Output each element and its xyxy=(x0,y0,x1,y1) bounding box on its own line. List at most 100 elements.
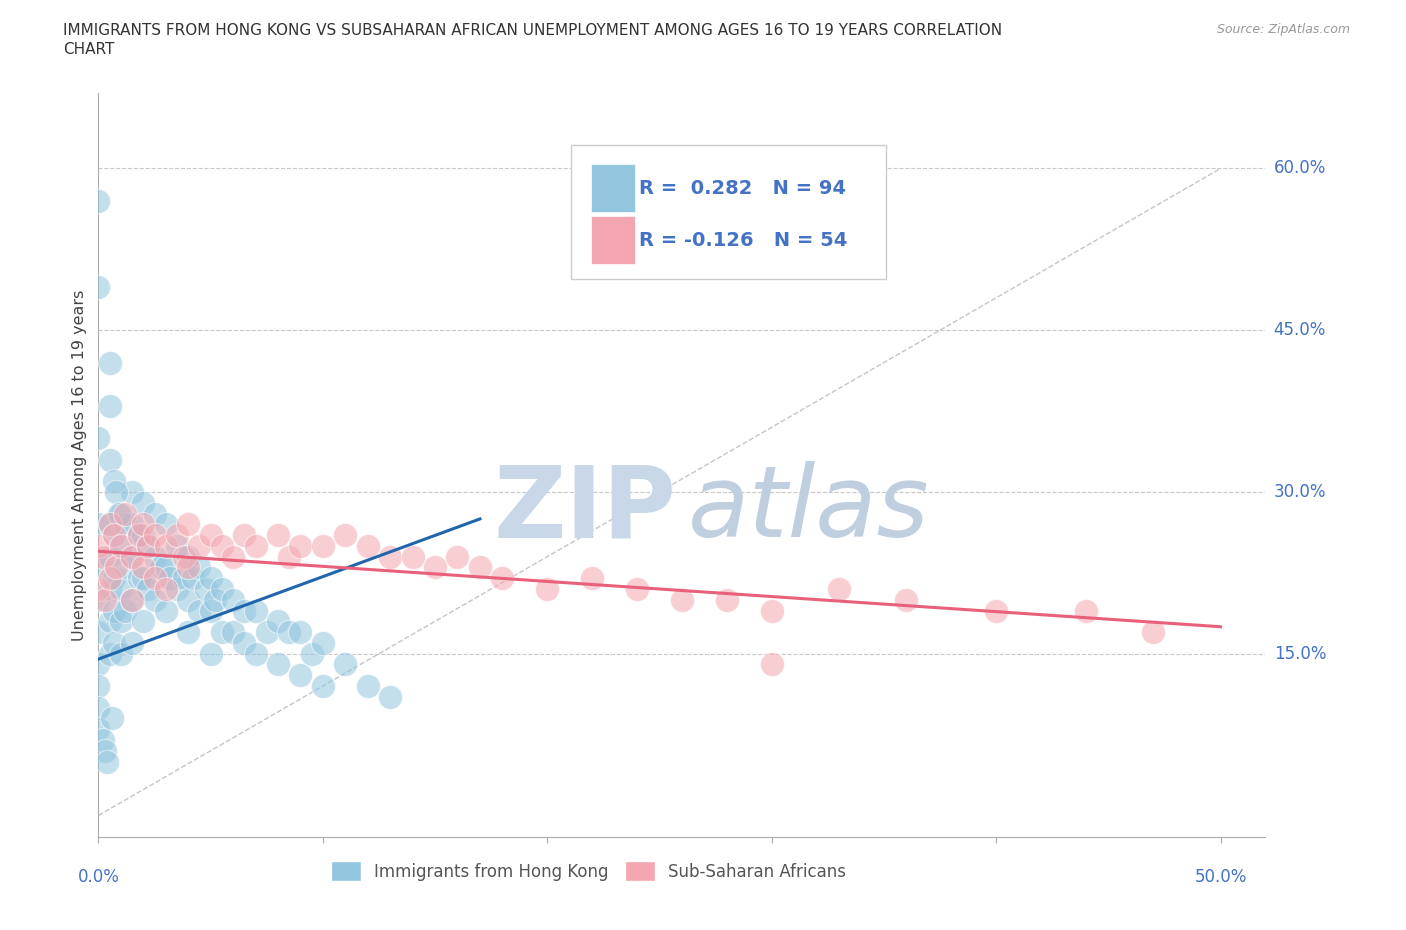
Point xyxy=(110,581,132,596)
Point xyxy=(401,550,423,565)
Text: 15.0%: 15.0% xyxy=(1274,644,1326,663)
Point xyxy=(87,657,110,671)
Point xyxy=(671,592,693,607)
Point xyxy=(173,571,195,586)
Point xyxy=(335,657,357,671)
Point xyxy=(166,581,188,596)
Point xyxy=(188,538,211,553)
Point xyxy=(267,527,290,542)
Point xyxy=(1142,625,1164,640)
Point xyxy=(233,604,256,618)
Point xyxy=(103,635,125,650)
Point xyxy=(188,560,211,575)
Y-axis label: Unemployment Among Ages 16 to 19 years: Unemployment Among Ages 16 to 19 years xyxy=(72,289,87,641)
Point xyxy=(177,517,200,532)
Point xyxy=(94,592,117,607)
Point xyxy=(177,550,200,565)
Point xyxy=(103,473,125,488)
Point xyxy=(245,538,267,553)
Point xyxy=(96,754,118,769)
Text: atlas: atlas xyxy=(688,461,929,558)
Point xyxy=(1074,604,1097,618)
Point xyxy=(716,592,738,607)
Point xyxy=(110,614,132,629)
Point xyxy=(132,527,155,542)
Point xyxy=(222,625,245,640)
Point xyxy=(188,604,211,618)
Point xyxy=(132,571,155,586)
Point xyxy=(110,538,132,553)
Point xyxy=(290,625,312,640)
Point xyxy=(87,581,110,596)
Point xyxy=(107,506,129,521)
Point xyxy=(143,592,166,607)
Point xyxy=(101,711,124,725)
Point xyxy=(204,592,226,607)
Point xyxy=(98,517,121,532)
Text: IMMIGRANTS FROM HONG KONG VS SUBSAHARAN AFRICAN UNEMPLOYMENT AMONG AGES 16 TO 19: IMMIGRANTS FROM HONG KONG VS SUBSAHARAN … xyxy=(63,23,1002,38)
Text: ZIP: ZIP xyxy=(494,461,676,558)
Text: R = -0.126   N = 54: R = -0.126 N = 54 xyxy=(638,231,846,250)
Point xyxy=(200,527,222,542)
Point xyxy=(150,560,173,575)
Point xyxy=(626,581,648,596)
Point xyxy=(121,635,143,650)
Point xyxy=(166,527,188,542)
Point xyxy=(98,550,121,565)
Point xyxy=(105,560,128,575)
Text: 50.0%: 50.0% xyxy=(1194,868,1247,885)
Point xyxy=(290,668,312,683)
Text: 45.0%: 45.0% xyxy=(1274,321,1326,339)
Point xyxy=(155,517,177,532)
Point xyxy=(91,550,114,565)
Point xyxy=(98,581,121,596)
Point xyxy=(581,571,603,586)
Point xyxy=(380,689,402,704)
Point xyxy=(132,560,155,575)
Point xyxy=(491,571,513,586)
Point xyxy=(98,398,121,413)
Point xyxy=(121,517,143,532)
Point xyxy=(103,571,125,586)
FancyBboxPatch shape xyxy=(571,145,886,279)
Point xyxy=(211,581,233,596)
Point xyxy=(87,722,110,737)
Point xyxy=(87,592,110,607)
Point xyxy=(94,743,117,758)
Point xyxy=(98,646,121,661)
Point xyxy=(245,604,267,618)
Point xyxy=(98,452,121,467)
Point xyxy=(200,646,222,661)
Point xyxy=(87,679,110,694)
Point xyxy=(267,657,290,671)
Point xyxy=(132,517,155,532)
Point xyxy=(103,527,125,542)
Point xyxy=(128,571,150,586)
Point xyxy=(222,550,245,565)
Point xyxy=(761,657,783,671)
Point xyxy=(87,280,110,295)
Point xyxy=(301,646,323,661)
Point xyxy=(121,592,143,607)
Point xyxy=(380,550,402,565)
Point xyxy=(536,581,558,596)
Point xyxy=(114,517,136,532)
Point xyxy=(278,550,301,565)
Point xyxy=(312,679,335,694)
Text: R =  0.282   N = 94: R = 0.282 N = 94 xyxy=(638,179,846,198)
Point xyxy=(103,527,125,542)
Point xyxy=(98,614,121,629)
Point xyxy=(312,538,335,553)
Text: CHART: CHART xyxy=(63,42,115,57)
Point xyxy=(128,527,150,542)
Point xyxy=(896,592,918,607)
Point xyxy=(132,496,155,511)
FancyBboxPatch shape xyxy=(591,216,636,264)
Point xyxy=(98,517,121,532)
Point xyxy=(290,538,312,553)
Point xyxy=(468,560,491,575)
Point xyxy=(136,581,159,596)
Point xyxy=(110,538,132,553)
Text: 60.0%: 60.0% xyxy=(1274,159,1326,178)
Point xyxy=(143,571,166,586)
